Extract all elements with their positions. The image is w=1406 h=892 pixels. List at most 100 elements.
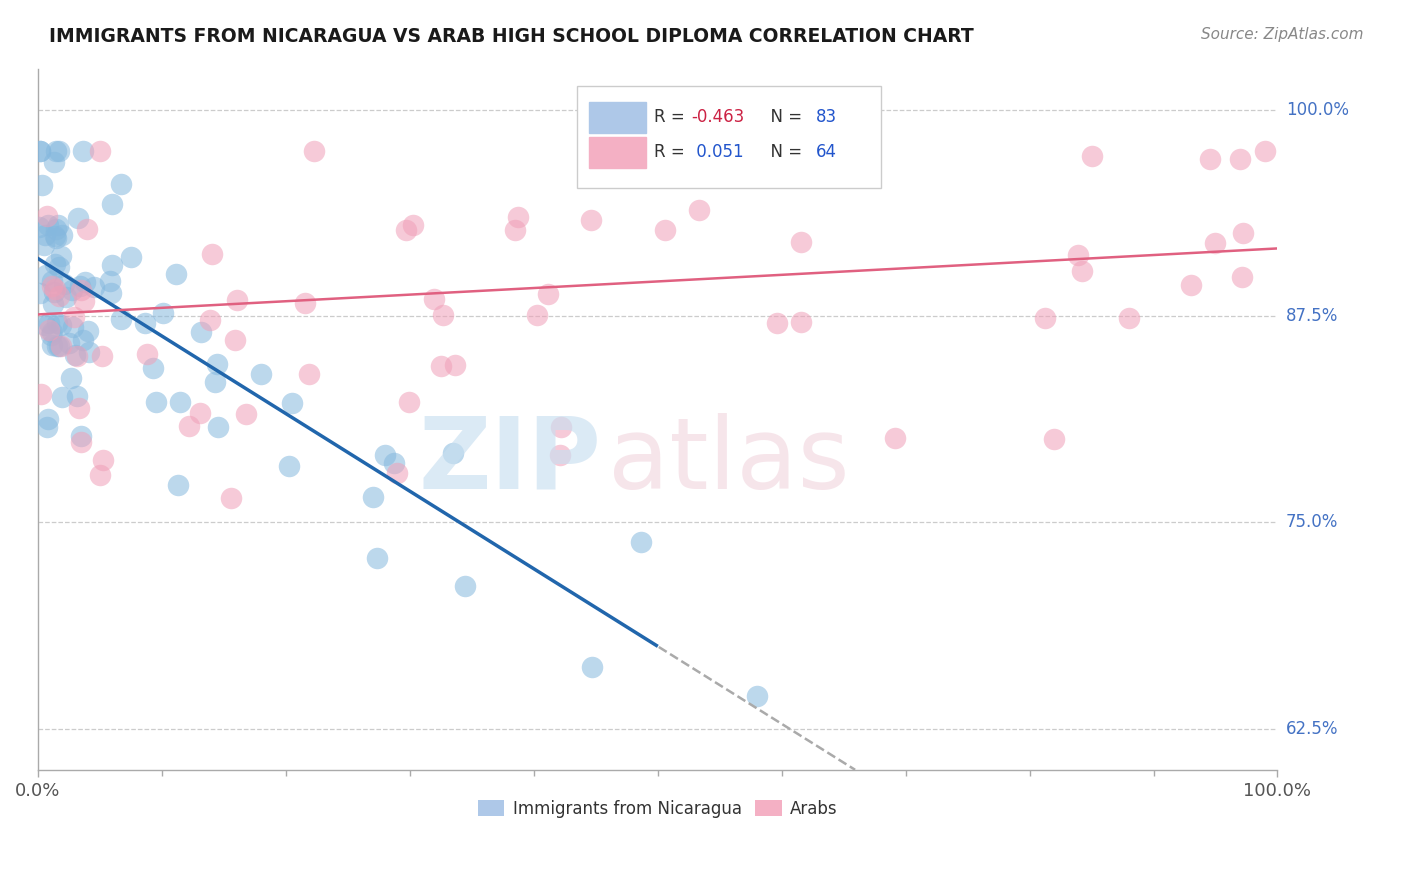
Point — [110, 312, 132, 326]
Text: 100.0%: 100.0% — [1286, 101, 1348, 119]
Point — [145, 395, 167, 409]
Point — [207, 419, 229, 434]
Text: 75.0%: 75.0% — [1286, 514, 1339, 532]
Point — [70, 435, 93, 450]
Point — [550, 420, 572, 434]
Point — [110, 177, 132, 191]
Point — [136, 346, 159, 360]
Text: 64: 64 — [817, 143, 838, 161]
Point — [790, 235, 813, 249]
Point — [44, 154, 66, 169]
Point — [374, 448, 396, 462]
Point — [37, 218, 59, 232]
Point — [152, 306, 174, 320]
Point — [366, 551, 388, 566]
Point — [430, 359, 453, 374]
Point — [1229, 152, 1251, 166]
Point — [35, 268, 58, 282]
Point — [453, 579, 475, 593]
Point — [28, 144, 51, 158]
Point — [77, 345, 100, 359]
Point — [69, 278, 91, 293]
Point — [506, 211, 529, 225]
Text: 62.5%: 62.5% — [1286, 720, 1339, 738]
Point — [225, 293, 247, 307]
Point — [1254, 144, 1277, 158]
Point — [166, 268, 188, 282]
Point — [38, 324, 60, 338]
Point — [66, 389, 89, 403]
Text: Source: ZipAtlas.com: Source: ZipAtlas.com — [1201, 27, 1364, 42]
Point — [48, 339, 70, 353]
Point — [98, 274, 121, 288]
Point — [1205, 236, 1227, 251]
Text: 83: 83 — [817, 108, 838, 126]
Point — [45, 230, 67, 244]
Point — [34, 228, 56, 243]
Point — [32, 238, 55, 252]
Point — [49, 318, 72, 332]
Point — [1071, 264, 1094, 278]
Point — [76, 221, 98, 235]
Point — [55, 290, 77, 304]
Text: R =: R = — [654, 143, 690, 161]
Point — [120, 250, 142, 264]
Point — [89, 144, 111, 158]
Text: IMMIGRANTS FROM NICARAGUA VS ARAB HIGH SCHOOL DIPLOMA CORRELATION CHART: IMMIGRANTS FROM NICARAGUA VS ARAB HIGH S… — [49, 27, 974, 45]
Point — [41, 325, 63, 339]
Point — [30, 387, 52, 401]
Point — [745, 689, 768, 703]
Point — [526, 308, 548, 322]
Point — [654, 222, 676, 236]
Point — [66, 211, 89, 226]
Point — [190, 325, 212, 339]
Point — [1080, 149, 1102, 163]
Point — [1043, 432, 1066, 446]
Point — [73, 293, 96, 308]
Point — [205, 357, 228, 371]
Point — [432, 308, 454, 322]
Point — [72, 144, 94, 158]
Text: atlas: atlas — [607, 413, 849, 510]
Point — [1067, 248, 1090, 262]
Point — [134, 316, 156, 330]
Point — [167, 478, 190, 492]
Point — [177, 419, 200, 434]
Point — [1232, 226, 1254, 240]
Point — [77, 324, 100, 338]
Point — [53, 277, 76, 291]
Point — [169, 395, 191, 409]
Point — [41, 279, 63, 293]
Point — [35, 210, 58, 224]
Point — [44, 282, 66, 296]
Point — [398, 395, 420, 409]
Point — [63, 348, 86, 362]
Point — [1180, 277, 1202, 292]
Point — [142, 361, 165, 376]
Point — [100, 285, 122, 300]
Point — [630, 535, 652, 549]
Point — [45, 222, 67, 236]
Point — [204, 375, 226, 389]
Point — [444, 358, 467, 372]
Point — [250, 368, 273, 382]
Point — [1232, 270, 1254, 285]
Point — [402, 218, 425, 232]
Point — [1198, 153, 1220, 167]
Text: N =: N = — [761, 143, 808, 161]
Point — [235, 407, 257, 421]
FancyBboxPatch shape — [589, 103, 647, 133]
Point — [298, 367, 321, 381]
Point — [581, 660, 603, 674]
Point — [382, 456, 405, 470]
Point — [37, 412, 59, 426]
Point — [66, 349, 89, 363]
Point — [83, 280, 105, 294]
Point — [395, 223, 418, 237]
Point — [766, 316, 789, 330]
Text: -0.463: -0.463 — [692, 108, 744, 126]
Point — [41, 296, 63, 310]
Point — [224, 333, 246, 347]
Point — [48, 288, 70, 302]
Point — [1033, 311, 1056, 326]
